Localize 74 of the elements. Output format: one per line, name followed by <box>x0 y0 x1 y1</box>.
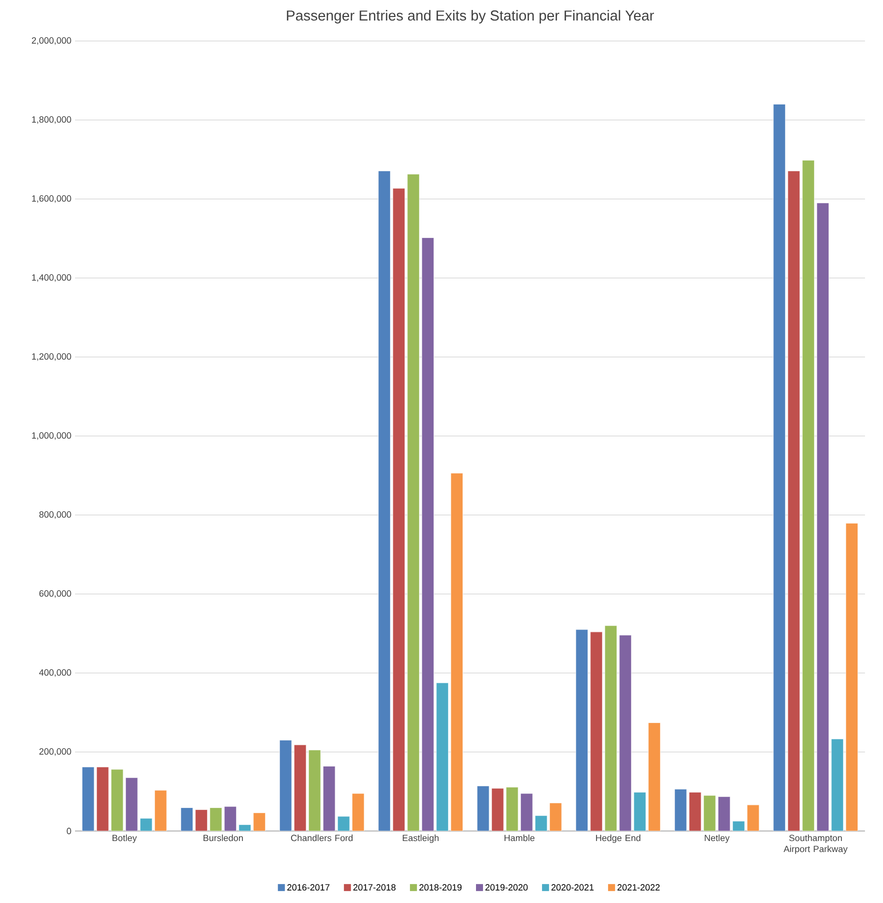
bar <box>337 816 350 831</box>
bar <box>82 766 94 831</box>
y-tick-label: 200,000 <box>39 748 72 756</box>
bar <box>210 807 222 831</box>
bar <box>590 632 603 831</box>
bar <box>154 790 167 831</box>
bar <box>816 202 830 831</box>
bar <box>718 796 730 831</box>
y-tick-label: 1,000,000 <box>32 432 72 440</box>
bar <box>180 807 194 831</box>
bar <box>520 793 533 831</box>
x-tick-label: Bursledon <box>204 834 243 842</box>
x-tick-label: Hedge End <box>596 834 640 843</box>
legend-label: 2020-2021 <box>551 884 594 891</box>
chart-title: Passenger Entries and Exits by Station per Financial Year <box>286 10 654 24</box>
y-tick-label: 1,600,000 <box>32 195 72 203</box>
bar <box>619 634 632 831</box>
bar <box>195 809 208 831</box>
bar <box>450 472 464 831</box>
bar <box>253 812 266 831</box>
bar <box>238 824 252 831</box>
bar <box>279 740 292 831</box>
bar <box>534 815 548 831</box>
bar <box>110 769 124 831</box>
bar <box>773 104 786 831</box>
bar <box>732 820 745 831</box>
y-tick-label: 400,000 <box>39 669 72 677</box>
bar <box>407 174 420 831</box>
y-tick-label: 1,800,000 <box>32 116 72 124</box>
y-tick-label: 800,000 <box>39 511 72 519</box>
bar <box>846 523 858 831</box>
bar <box>491 788 504 831</box>
bar <box>294 744 306 831</box>
bar <box>831 738 844 831</box>
bar <box>422 238 434 831</box>
bar <box>788 170 800 831</box>
bar <box>703 795 716 831</box>
bar <box>688 792 702 831</box>
bar <box>125 777 138 831</box>
y-tick-label: 2,000,000 <box>32 37 72 45</box>
y-tick-label: 1,200,000 <box>32 353 72 361</box>
bar <box>392 188 406 831</box>
legend-label: 2019-2020 <box>485 884 528 891</box>
bar <box>506 786 518 831</box>
bar <box>378 170 391 831</box>
bar <box>604 625 618 831</box>
bar <box>476 786 490 831</box>
legend-label: 2021-2022 <box>618 884 660 891</box>
bar <box>96 766 109 831</box>
y-tick-label: 600,000 <box>39 590 72 598</box>
x-tick-label: Botley <box>112 834 137 843</box>
bar <box>576 629 588 831</box>
legend-label: 2017-2018 <box>353 884 396 891</box>
y-tick-label: 1,400,000 <box>32 274 72 282</box>
x-tick-label: Eastleigh <box>402 834 439 843</box>
bar <box>436 682 449 831</box>
bar <box>549 802 562 831</box>
bar <box>224 806 237 831</box>
legend-label: 2018-2019 <box>419 884 462 891</box>
legend-label: 2016-2017 <box>287 884 330 891</box>
bar <box>140 818 152 831</box>
bar <box>322 766 336 831</box>
bar <box>802 160 815 831</box>
bar <box>634 792 646 831</box>
bar <box>674 788 687 831</box>
x-tick-label: Netley <box>704 834 730 843</box>
y-tick-label: 0 <box>66 828 72 834</box>
bar <box>746 804 760 831</box>
x-tick-label: Hamble <box>504 834 534 842</box>
x-tick-label: Chandlers Ford <box>291 834 353 842</box>
bar <box>308 750 321 831</box>
bar <box>648 722 661 831</box>
bar <box>352 793 364 831</box>
x-tick-label: Southampton Airport Parkway <box>784 834 848 854</box>
